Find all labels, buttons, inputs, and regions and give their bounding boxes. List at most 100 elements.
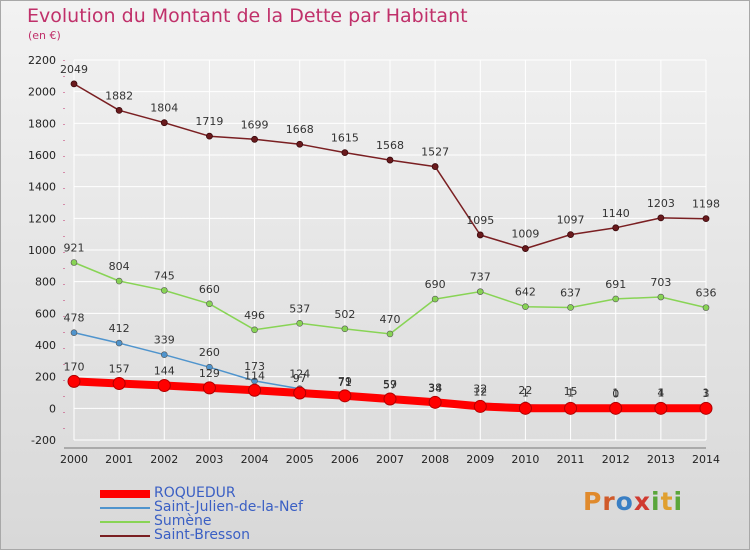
x-tick-label: 2010 [511, 453, 539, 466]
y-tick-label: 200 [35, 371, 56, 384]
data-label: 2049 [60, 63, 88, 76]
data-label: 1097 [557, 214, 585, 227]
data-label: 15 [564, 385, 578, 398]
data-label: 38 [428, 381, 442, 394]
data-label: 3 [703, 387, 710, 400]
data-point [657, 214, 665, 222]
data-label: 737 [470, 271, 491, 284]
data-label: 173 [244, 360, 265, 373]
chart-subtitle: (en €) [28, 29, 61, 42]
data-label: 4 [657, 387, 664, 400]
x-tick-label: 2013 [647, 453, 675, 466]
data-point [522, 303, 529, 310]
data-label: 114 [244, 369, 265, 382]
x-tick-label: 2011 [557, 453, 585, 466]
data-point [473, 399, 487, 413]
data-point [476, 288, 484, 295]
data-label: 496 [244, 309, 265, 322]
data-label: 636 [696, 287, 717, 300]
x-tick-label: 2008 [421, 453, 449, 466]
data-label: 260 [199, 346, 220, 359]
legend-label: Saint-Bresson [154, 527, 250, 543]
data-label: 1198 [692, 198, 720, 211]
data-point [386, 330, 394, 338]
legend-item: ROQUEDUR [100, 485, 360, 501]
data-point [431, 163, 439, 170]
logo-letter: i [673, 487, 684, 516]
data-label: 97 [293, 372, 307, 385]
data-label: 170 [64, 360, 85, 373]
data-label: 478 [64, 312, 85, 325]
data-label: 690 [425, 278, 446, 291]
x-tick-label: 2009 [466, 453, 494, 466]
data-point [112, 376, 126, 390]
data-point [341, 149, 349, 157]
y-tick-label: 1000 [28, 244, 56, 257]
y-tick-label: 0 [49, 402, 56, 415]
y-tick-label: -200 [31, 434, 56, 447]
data-label: 1095 [466, 214, 494, 227]
data-label: 1527 [421, 146, 449, 159]
data-label: 57 [383, 378, 397, 391]
y-tick-label: 2000 [28, 86, 56, 99]
data-point [341, 325, 349, 333]
data-point [160, 287, 168, 294]
data-label: 0 [612, 387, 619, 400]
x-tick-label: 2012 [602, 453, 630, 466]
data-point [612, 224, 620, 232]
data-label: 1 [612, 386, 619, 399]
data-label: 157 [109, 362, 130, 375]
y-tick-label: 600 [35, 307, 56, 320]
y-tick-label: 800 [35, 276, 56, 289]
data-point [476, 231, 484, 239]
y-tick-label: 1200 [28, 212, 56, 225]
legend-label: ROQUEDUR [154, 485, 236, 501]
data-point [202, 381, 216, 395]
data-label: 1 [703, 386, 710, 399]
data-label: 71 [338, 376, 352, 389]
data-label: 703 [650, 276, 671, 289]
data-point [428, 395, 442, 409]
data-point [522, 245, 529, 252]
data-label: 1804 [150, 102, 178, 115]
data-point [70, 329, 78, 336]
data-point [206, 132, 213, 140]
logo-letter: P [583, 487, 603, 516]
data-point [386, 156, 394, 164]
legend-swatch [100, 507, 150, 509]
data-point [115, 339, 123, 347]
data-label: 804 [109, 260, 130, 273]
logo-letter: r [602, 487, 616, 516]
legend-swatch [100, 521, 150, 523]
data-label: 144 [154, 365, 175, 378]
x-tick-label: 2007 [376, 453, 404, 466]
data-label: 642 [515, 286, 536, 299]
legend-label: Sumène [154, 513, 212, 529]
data-point [383, 392, 397, 406]
data-point [296, 320, 304, 327]
data-point [518, 401, 532, 415]
x-tick-label: 2002 [150, 453, 178, 466]
data-point [338, 389, 352, 403]
data-point [115, 277, 123, 285]
data-label: 339 [154, 334, 175, 347]
data-point [70, 80, 78, 88]
data-label: 129 [199, 367, 220, 380]
data-label: 921 [64, 242, 85, 255]
logo-letter: o [615, 487, 634, 516]
data-point [699, 401, 713, 415]
y-tick-label: 1400 [28, 181, 56, 194]
x-tick-label: 2005 [286, 453, 314, 466]
x-tick-label: 2001 [105, 453, 133, 466]
data-label: 1009 [511, 228, 539, 241]
data-label: 1140 [602, 207, 630, 220]
y-tick-label: 1800 [28, 117, 56, 130]
data-point [702, 215, 710, 223]
data-point [251, 135, 258, 143]
data-label: 1668 [286, 123, 314, 136]
data-point [612, 295, 620, 303]
legend-item: Saint-Bresson [100, 527, 360, 543]
data-label: 1 [657, 386, 664, 399]
data-point [431, 295, 439, 303]
